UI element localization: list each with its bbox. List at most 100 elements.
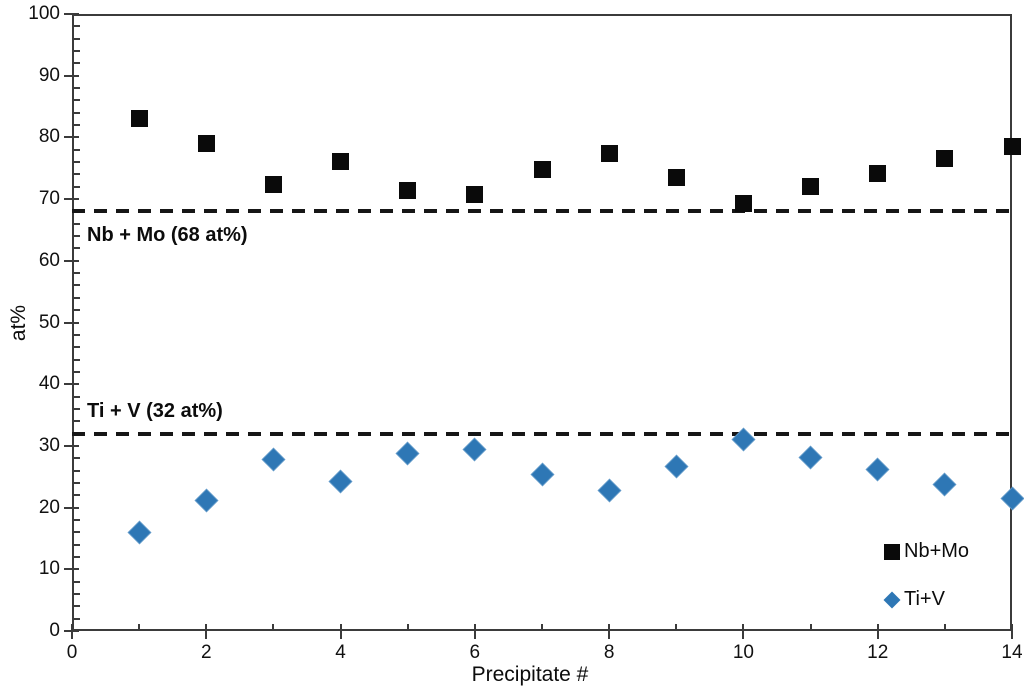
x-major-tick xyxy=(339,624,342,639)
y-minor-tick xyxy=(72,481,80,484)
y-minor-tick xyxy=(72,469,80,472)
y-major-tick xyxy=(64,136,79,139)
data-point-tiv xyxy=(934,474,956,496)
x-tick-label: 14 xyxy=(1001,642,1023,663)
y-minor-tick xyxy=(72,617,80,620)
data-point-nbmo xyxy=(466,185,484,203)
data-point-tiv xyxy=(195,489,217,511)
x-tick-label: 10 xyxy=(732,642,754,663)
data-point-tiv xyxy=(1001,487,1023,509)
x-tick-label: 2 xyxy=(200,642,212,663)
data-point-tiv xyxy=(867,458,889,480)
data-point-tiv xyxy=(665,456,687,478)
data-point-tiv xyxy=(329,471,352,493)
x-major-tick xyxy=(71,624,73,639)
y-minor-tick xyxy=(72,457,80,460)
x-major-tick xyxy=(742,624,745,639)
plot-border xyxy=(72,14,1012,631)
data-point-tiv xyxy=(397,442,419,464)
x-major-tick xyxy=(876,624,879,639)
y-minor-tick xyxy=(72,173,80,176)
y-major-tick xyxy=(64,568,79,571)
data-point-nbmo xyxy=(197,135,215,153)
y-tick-label: 70 xyxy=(38,188,60,210)
square-marker-icon xyxy=(884,543,900,560)
x-major-tick xyxy=(1011,624,1013,639)
y-minor-tick xyxy=(72,333,80,336)
y-minor-tick xyxy=(72,148,80,151)
data-point-nbmo xyxy=(130,110,148,128)
x-minor-tick xyxy=(272,624,275,631)
data-point-nbmo xyxy=(667,169,685,186)
data-point-nbmo xyxy=(802,178,820,196)
x-tick-label: 6 xyxy=(469,642,481,663)
x-tick-label: 8 xyxy=(603,642,615,663)
reference-line-nb-mo xyxy=(72,209,1012,214)
y-minor-tick xyxy=(72,296,80,299)
reference-label-nb-mo: Nb + Mo (68 at%) xyxy=(87,224,248,247)
y-tick-label: 20 xyxy=(38,496,60,518)
legend-item-nbmo: Nb+Mo xyxy=(884,540,969,563)
y-minor-tick xyxy=(72,518,80,521)
x-tick-label: 0 xyxy=(66,642,78,663)
x-major-tick xyxy=(608,624,611,639)
y-minor-tick xyxy=(72,161,80,164)
data-point-nbmo xyxy=(936,149,954,167)
y-minor-tick xyxy=(72,395,80,398)
y-tick-label: 60 xyxy=(38,249,60,271)
y-tick-label: 50 xyxy=(38,311,60,333)
y-minor-tick xyxy=(72,62,80,65)
y-minor-tick xyxy=(72,605,80,608)
reference-label-ti-v: Ti + V (32 at%) xyxy=(87,399,223,422)
y-minor-tick xyxy=(72,580,80,583)
data-point-tiv xyxy=(128,521,150,543)
diamond-marker-icon xyxy=(883,591,901,608)
x-minor-tick xyxy=(809,624,812,631)
y-minor-tick xyxy=(72,420,80,423)
y-minor-tick xyxy=(72,25,80,28)
y-minor-tick xyxy=(72,494,80,497)
y-tick-label: 100 xyxy=(28,3,60,24)
data-point-nbmo xyxy=(1003,137,1021,155)
y-tick-label: 30 xyxy=(38,434,60,456)
data-point-tiv xyxy=(262,448,285,471)
y-tick-label: 0 xyxy=(49,620,60,641)
data-point-tiv xyxy=(531,463,553,485)
y-minor-tick xyxy=(72,50,80,53)
x-minor-tick xyxy=(675,624,678,631)
data-point-tiv xyxy=(464,438,486,461)
y-minor-tick xyxy=(72,407,80,410)
legend-item-tiv: Ti+V xyxy=(883,588,969,611)
plot-area: Nb + Mo (68 at%) Ti + V (32 at%) 0 10 20 30… xyxy=(28,3,1023,663)
y-minor-tick xyxy=(72,222,80,225)
y-minor-tick xyxy=(72,235,80,238)
y-major-tick xyxy=(64,198,79,201)
y-minor-tick xyxy=(72,99,80,102)
y-minor-tick xyxy=(72,592,80,595)
y-tick-label: 90 xyxy=(38,64,60,86)
x-tick-label: 12 xyxy=(867,642,889,663)
x-major-tick xyxy=(205,624,208,639)
y-major-tick xyxy=(64,444,79,447)
y-minor-tick xyxy=(72,111,80,114)
y-tick-label: 80 xyxy=(38,126,60,148)
y-minor-tick xyxy=(72,284,80,287)
x-axis-title: Precipitate # xyxy=(471,663,589,686)
y-minor-tick xyxy=(72,87,80,90)
y-minor-tick xyxy=(72,358,80,361)
legend: Nb+Mo Ti+V xyxy=(883,540,969,636)
y-minor-tick xyxy=(72,247,80,250)
x-tick-label: 4 xyxy=(335,642,346,663)
y-axis-title: at% xyxy=(7,304,30,342)
y-minor-tick xyxy=(72,185,80,188)
x-minor-tick xyxy=(406,624,409,631)
y-major-tick xyxy=(64,259,79,262)
y-major-tick xyxy=(64,321,79,324)
y-minor-tick xyxy=(72,555,80,558)
y-minor-tick xyxy=(72,124,80,127)
data-point-tiv xyxy=(799,446,822,468)
y-minor-tick xyxy=(72,272,80,275)
y-major-tick xyxy=(64,383,79,386)
x-minor-tick xyxy=(943,624,946,631)
